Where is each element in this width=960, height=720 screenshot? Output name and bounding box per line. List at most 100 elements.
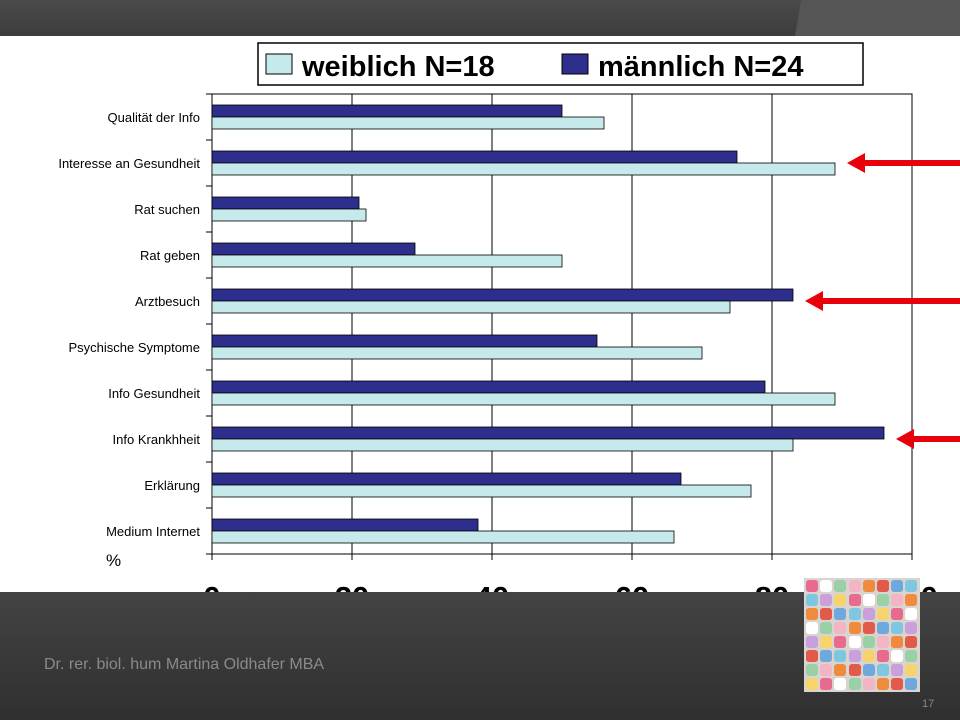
mosaic-tile (834, 608, 847, 620)
mosaic-tile (905, 580, 918, 592)
mosaic-tile (905, 622, 918, 634)
legend: weiblich N=18 männlich N=24 (257, 42, 864, 86)
bars (211, 104, 885, 544)
bar-maennlich (211, 196, 360, 210)
mosaic-tile (806, 622, 818, 634)
mosaic-tile (834, 678, 847, 690)
mosaic-tile (862, 678, 875, 690)
mosaic-photo (804, 578, 920, 692)
category-label: Info Gesundheit (108, 386, 200, 401)
bar-weiblich (211, 208, 367, 222)
mosaic-tile (891, 594, 904, 606)
category-label: Arztbesuch (135, 294, 200, 309)
slide-area: weiblich N=18 männlich N=24 Qualität der… (0, 36, 960, 615)
mosaic-tile (848, 650, 861, 662)
highlight-arrows (805, 153, 960, 449)
bar-maennlich (211, 150, 738, 164)
mosaic-tile (905, 608, 918, 620)
mosaic-tile (905, 678, 918, 690)
mosaic-tile (820, 580, 833, 592)
top-band-fold (760, 0, 960, 36)
legend-box (257, 42, 864, 86)
mosaic-tile (834, 636, 847, 648)
mosaic-tile (877, 580, 889, 592)
bar-weiblich (211, 484, 752, 498)
mosaic-tile (806, 608, 818, 620)
legend-label-weiblich: weiblich N=18 (301, 51, 495, 83)
x-tick-label: 60 (615, 580, 649, 592)
page-number: 17 (922, 698, 935, 710)
mosaic-tile (891, 608, 904, 620)
mosaic-tile (820, 608, 833, 620)
mosaic-tile (862, 664, 875, 676)
x-tick-label: 20 (335, 580, 369, 592)
mosaic-tile (848, 622, 861, 634)
category-label: Qualität der Info (108, 110, 201, 125)
bar-weiblich (211, 162, 836, 176)
bar-weiblich (211, 254, 563, 268)
mosaic-tile (848, 594, 861, 606)
bar-weiblich (211, 346, 703, 360)
mosaic-tile (848, 664, 861, 676)
mosaic-tile (891, 650, 904, 662)
mosaic-tile (820, 636, 833, 648)
mosaic-tile (848, 678, 861, 690)
mosaic-tile (806, 636, 818, 648)
mosaic-tile (806, 678, 818, 690)
mosaic-tile (905, 636, 918, 648)
mosaic-tile (905, 594, 918, 606)
mosaic-tile (877, 636, 889, 648)
bar-maennlich (211, 472, 682, 486)
mosaic-tile (877, 594, 889, 606)
chart: weiblich N=18 männlich N=24 Qualität der… (58, 42, 960, 615)
bar-weiblich (211, 530, 675, 544)
mosaic-tile (820, 594, 833, 606)
bar-maennlich (211, 242, 416, 256)
author-text: Dr. rer. biol. hum Martina Oldhafer MBA (44, 656, 325, 673)
category-labels: Qualität der Info Interesse an Gesundheit… (58, 110, 200, 539)
mosaic-tile (862, 650, 875, 662)
category-label: Rat geben (140, 248, 200, 263)
category-label: Medium Internet (106, 524, 200, 539)
mosaic-tile (806, 594, 818, 606)
bar-weiblich (211, 392, 836, 406)
mosaic-tile (877, 650, 889, 662)
mosaic-tile (834, 594, 847, 606)
mosaic-tile (820, 622, 833, 634)
mosaic-tile (891, 622, 904, 634)
category-label: Psychische Symptome (69, 340, 201, 355)
mosaic-tile (891, 580, 904, 592)
mosaic-tile (806, 580, 818, 592)
bar-maennlich (211, 334, 598, 348)
mosaic-tile (848, 608, 861, 620)
mosaic-tile (848, 636, 861, 648)
x-tick-label: 80 (755, 580, 789, 592)
mosaic-tile (834, 664, 847, 676)
mosaic-tile (848, 580, 861, 592)
legend-swatch-weiblich (265, 53, 293, 75)
mosaic-tile (891, 664, 904, 676)
highlight-arrow (896, 429, 960, 449)
mosaic-tile (820, 650, 833, 662)
category-label: Rat suchen (134, 202, 200, 217)
mosaic-tile (834, 580, 847, 592)
mosaic-tile (834, 650, 847, 662)
mosaic-tile (862, 608, 875, 620)
category-label: Info Krankhheit (113, 432, 201, 447)
category-label: Erklärung (144, 478, 200, 493)
mosaic-tile (820, 678, 833, 690)
bar-weiblich (211, 300, 731, 314)
mosaic-tile (806, 650, 818, 662)
bar-maennlich (211, 288, 794, 302)
bar-weiblich (211, 116, 605, 130)
mosaic-tile (905, 664, 918, 676)
mosaic-tile (891, 678, 904, 690)
legend-label-maennlich: männlich N=24 (598, 51, 804, 83)
mosaic-tile (820, 664, 833, 676)
x-tick-label: 0 (203, 580, 220, 592)
bar-maennlich (211, 518, 479, 532)
mosaic-tile (862, 580, 875, 592)
unit-label: % (106, 551, 121, 570)
top-band (0, 0, 960, 36)
mosaic-tile (891, 636, 904, 648)
